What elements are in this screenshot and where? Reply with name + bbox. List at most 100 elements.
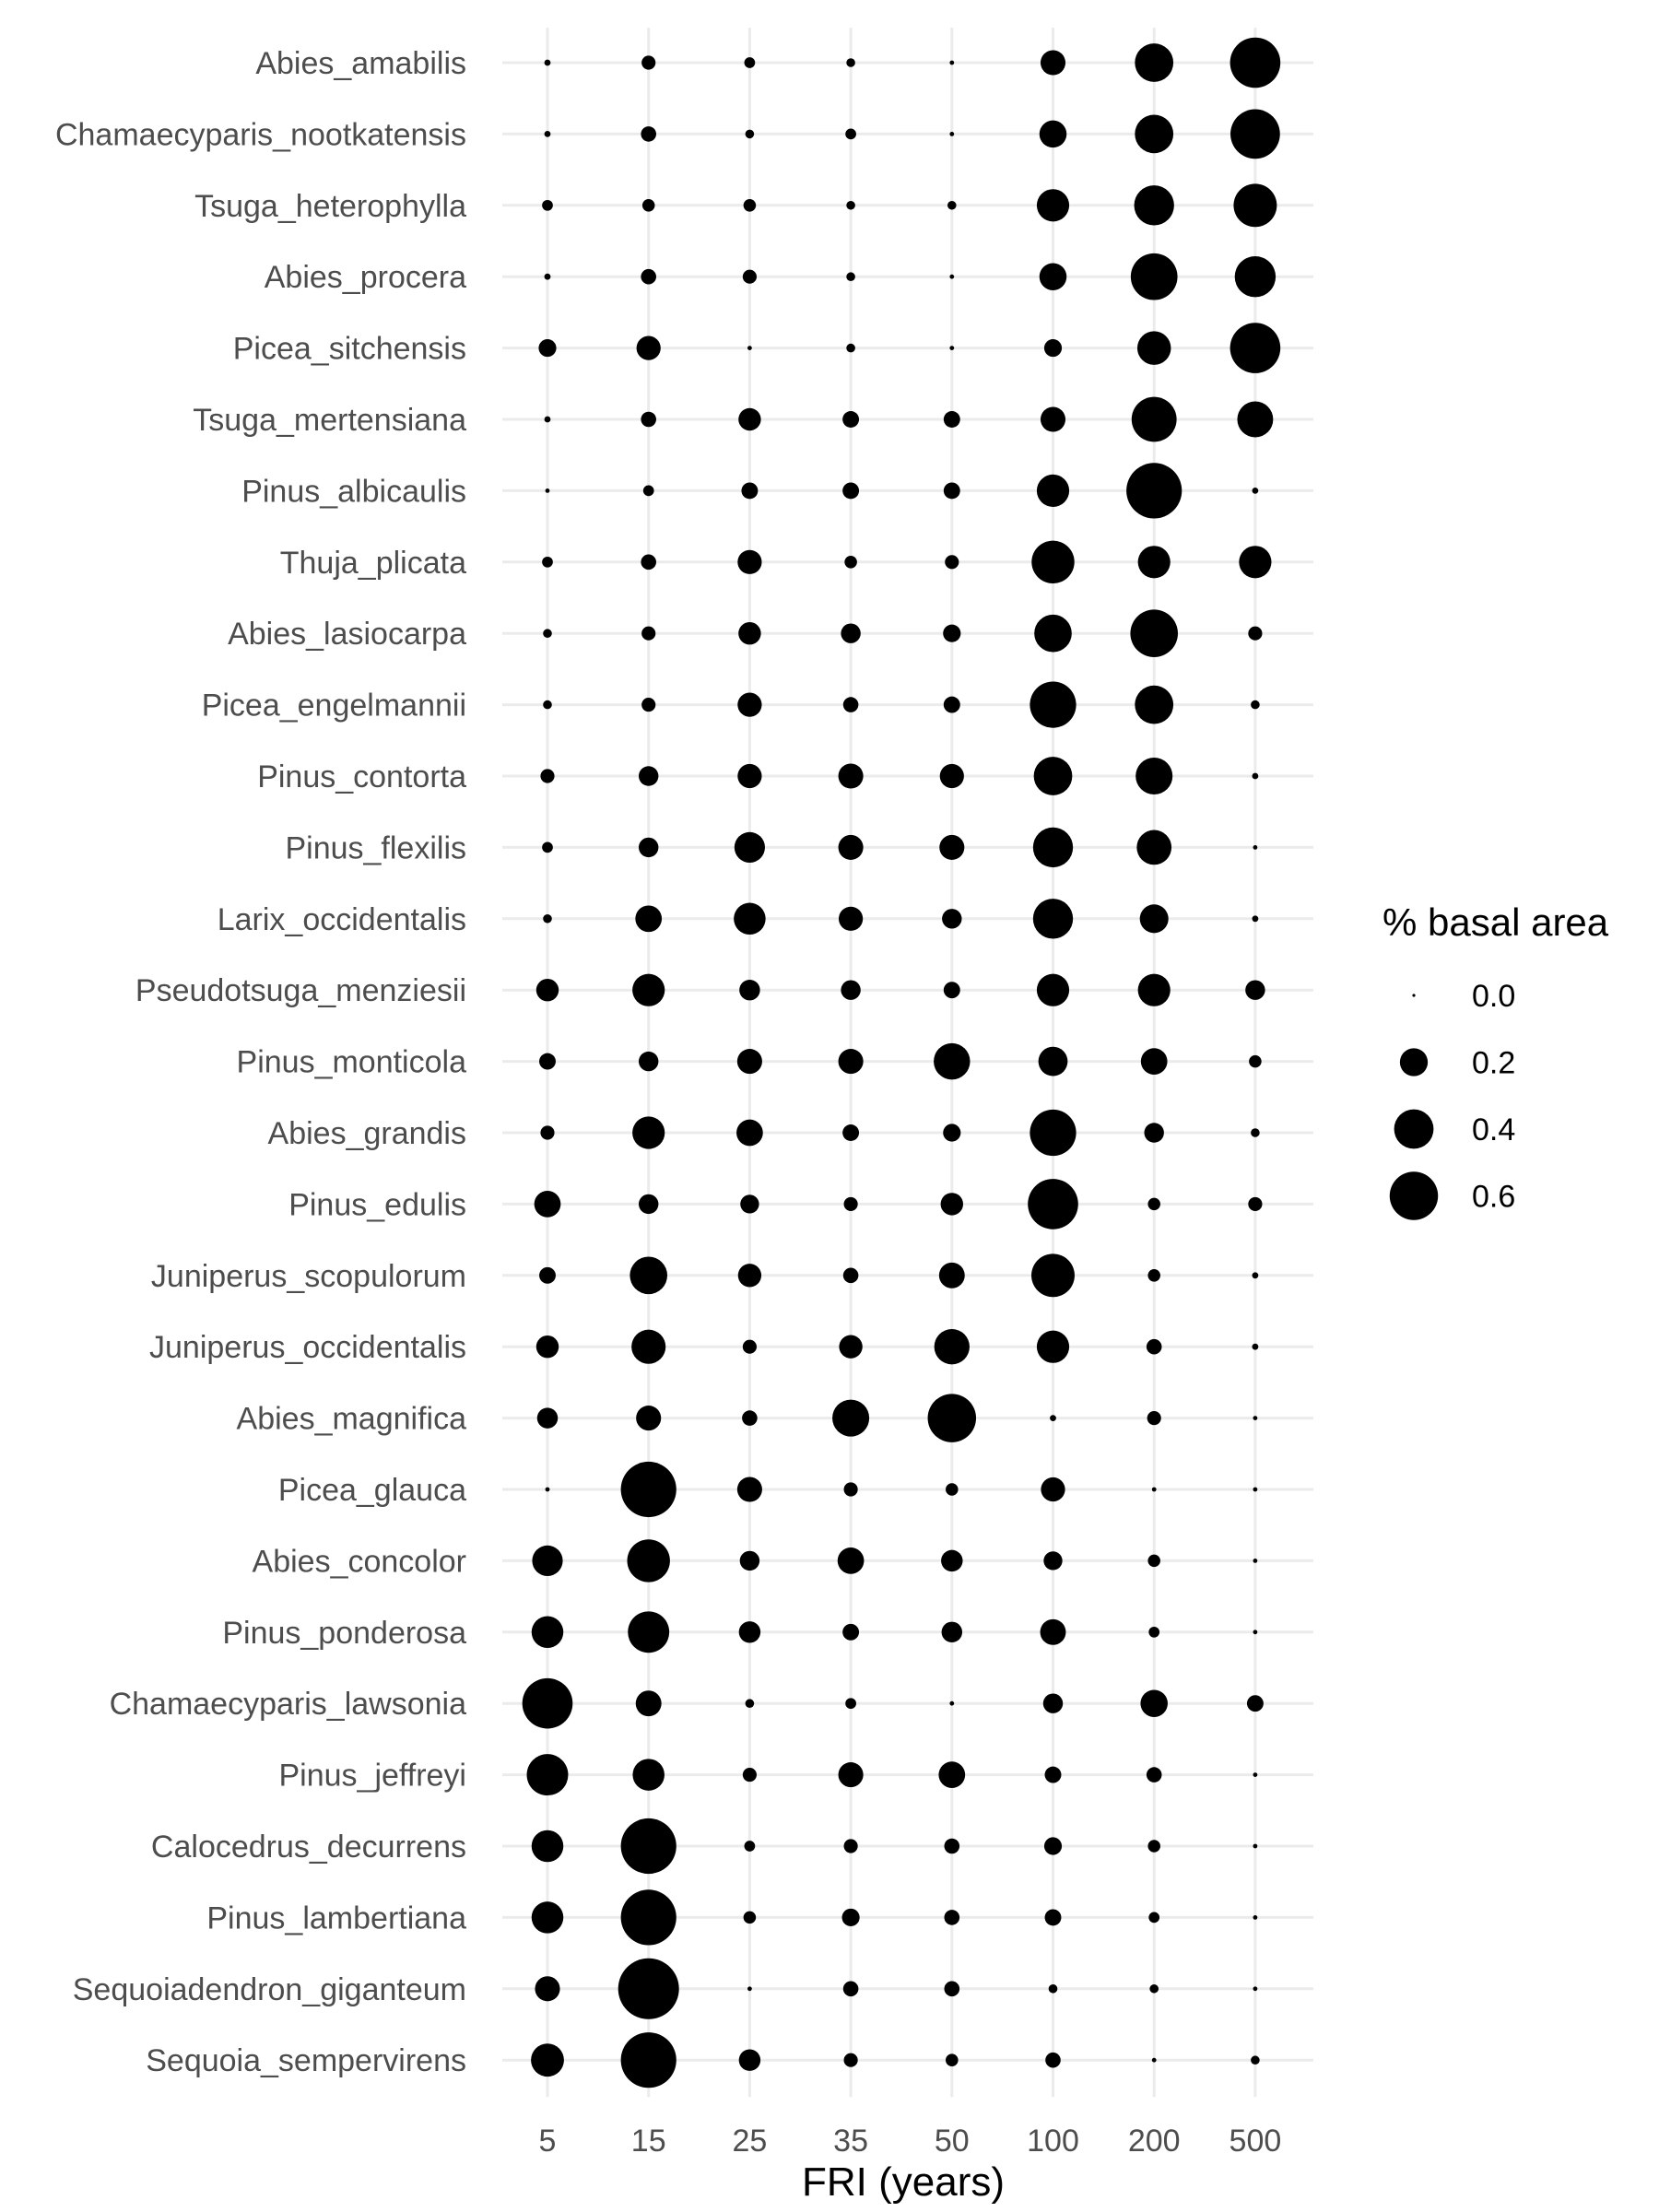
bubble-point	[943, 982, 960, 999]
legend-label: 0.6	[1472, 1180, 1515, 1215]
bubble-point	[941, 1621, 963, 1643]
bubble-point	[1151, 2057, 1157, 2063]
bubble-point	[1146, 1767, 1162, 1783]
bubble-point	[1253, 1487, 1258, 1492]
y-tick-label: Picea_sitchensis	[233, 332, 466, 367]
bubble-point	[543, 914, 552, 924]
bubble-point	[543, 629, 552, 638]
bubble-point	[1252, 1272, 1259, 1279]
bubble-point	[943, 624, 961, 642]
bubble-point	[949, 346, 955, 350]
bubble-point	[927, 1394, 977, 1442]
bubble-point	[534, 1191, 561, 1218]
y-tick-label: Sequoiadendron_giganteum	[73, 1972, 466, 2007]
bubble-point	[745, 1699, 755, 1708]
bubble-point	[1030, 681, 1077, 728]
bubble-point	[1135, 43, 1174, 82]
bubble-point	[1151, 1487, 1157, 1492]
y-tick-label: Thuja_plicata	[280, 546, 466, 581]
bubble-point	[949, 274, 955, 279]
legend-key	[1389, 1171, 1439, 1220]
bubble-point	[638, 1051, 659, 1072]
bubble-point	[628, 1611, 670, 1653]
bubble-point	[843, 1839, 858, 1853]
bubble-point	[1135, 114, 1174, 154]
bubble-point	[641, 698, 656, 712]
bubble-point	[641, 626, 656, 641]
bubble-point	[1040, 50, 1066, 76]
y-tick-label: Larix_occidentalis	[218, 902, 466, 937]
x-tick-label: 50	[935, 2124, 970, 2159]
y-axis-labels: Abies_amabilis Chamaecyparis_nootkatensis…	[55, 46, 466, 2078]
bubble-point	[1252, 772, 1259, 780]
size-legend: % basal area 0.0 0.2 0.4 0.6	[1382, 900, 1609, 1220]
x-tick-label: 500	[1230, 2124, 1282, 2159]
bubble-point	[734, 831, 765, 863]
bubble-point	[636, 335, 661, 360]
bubble-point	[1139, 904, 1169, 934]
bubble-point	[743, 1911, 757, 1924]
y-tick-label: Picea_engelmannii	[202, 688, 466, 724]
y-tick-label: Juniperus_scopulorum	[151, 1259, 466, 1294]
bubble-point	[1230, 109, 1280, 159]
bubble-point	[1135, 685, 1174, 724]
bubble-point	[1135, 757, 1173, 795]
bubble-point	[1036, 474, 1070, 507]
bubble-point	[934, 1042, 971, 1080]
bubble-point	[842, 482, 860, 500]
bubble-point	[544, 416, 551, 423]
bubble-point	[636, 1406, 662, 1431]
bubble-point	[736, 1119, 763, 1147]
bubble-point	[532, 1545, 563, 1576]
bubble-point	[838, 763, 864, 789]
y-tick-label: Chamaecyparis_nootkatensis	[55, 117, 466, 152]
bubble-point	[1040, 1618, 1066, 1645]
bubble-point	[841, 1908, 860, 1926]
bubble-point	[1140, 1689, 1168, 1717]
bubble-point	[542, 556, 553, 568]
bubble-point	[1233, 183, 1277, 228]
bubble-point	[632, 1116, 665, 1149]
bubble-point	[943, 696, 960, 713]
bubble-point	[1039, 120, 1067, 148]
bubble-point	[738, 2049, 761, 2071]
bubble-point	[940, 1193, 964, 1216]
bubble-point	[1130, 253, 1178, 300]
bubble-point	[1147, 1840, 1160, 1853]
y-tick-label: Abies_grandis	[268, 1116, 466, 1151]
bubble-point	[842, 411, 860, 428]
legend-title: % basal area	[1382, 900, 1609, 944]
bubble-point	[1050, 1415, 1056, 1421]
bubble-point	[846, 272, 855, 281]
bubble-point	[1032, 827, 1074, 868]
bubble-point	[842, 1267, 859, 1284]
y-tick-label: Pinus_monticola	[237, 1045, 467, 1080]
bubble-point	[934, 1329, 970, 1365]
bubble-point	[545, 1487, 550, 1492]
bubble-point	[745, 129, 755, 139]
bubble-point	[737, 1264, 762, 1288]
bubble-point	[531, 1616, 564, 1649]
bubble-point	[1044, 1766, 1062, 1783]
bubble-point	[536, 1407, 559, 1429]
bubble-point	[641, 554, 656, 571]
bubble-point	[842, 1623, 860, 1641]
bubble-point	[1036, 1330, 1070, 1363]
bubble-point	[838, 1049, 864, 1075]
bubble-point	[944, 1838, 960, 1854]
legend-label: 0.4	[1472, 1112, 1515, 1147]
bubble-point	[1230, 37, 1281, 88]
bubble-point	[1034, 614, 1072, 653]
bubble-point	[632, 1759, 665, 1791]
bubble-point	[1030, 1109, 1077, 1157]
legend-key	[1394, 1109, 1434, 1149]
legend-label: 0.0	[1472, 979, 1515, 1014]
y-tick-label: Pinus_lambertiana	[206, 1900, 466, 1936]
bubble-point	[738, 1621, 761, 1643]
bubble-point	[522, 1677, 573, 1729]
bubble-point	[1251, 1128, 1260, 1137]
bubble-point	[1146, 1338, 1162, 1355]
bubble-point	[618, 1958, 679, 2019]
bubble-point	[837, 1547, 865, 1574]
